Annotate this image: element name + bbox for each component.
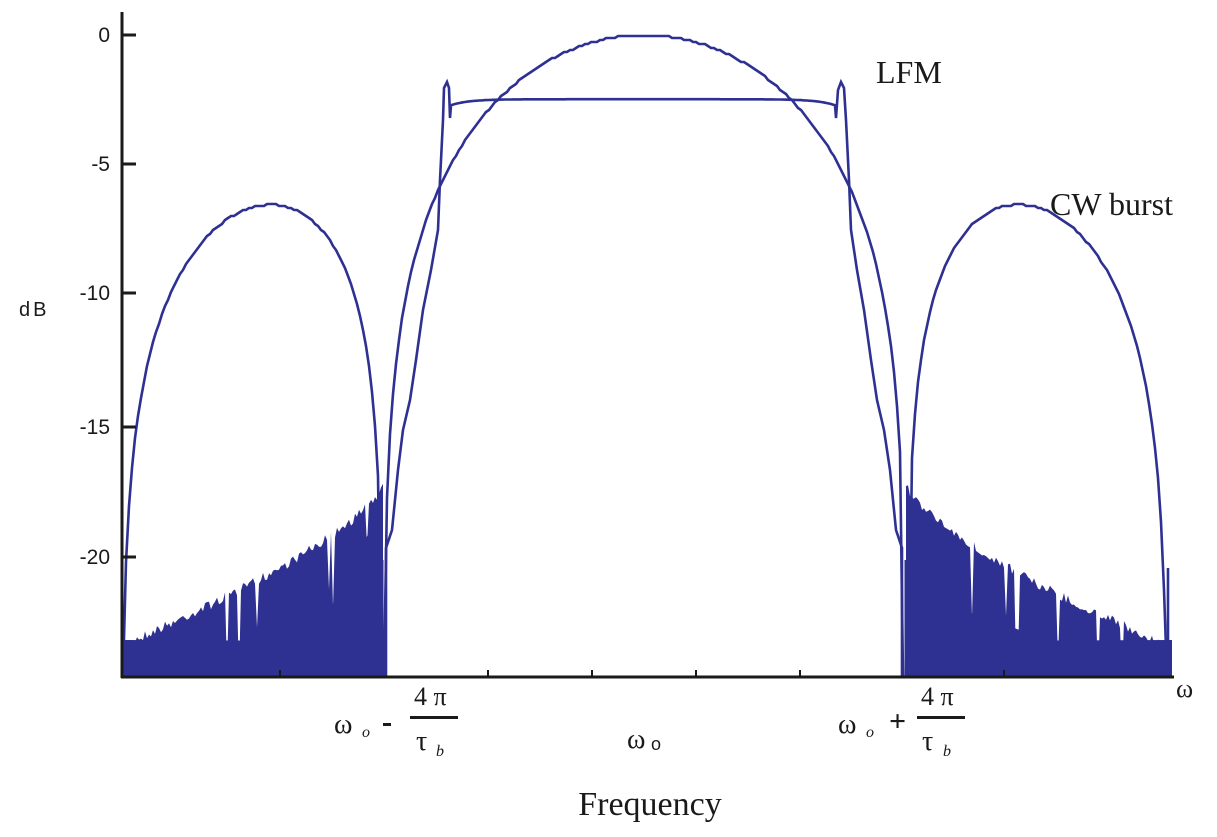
subscript-o: o xyxy=(866,724,874,741)
subscript-b: b xyxy=(943,743,951,760)
lfm-right-noise-fill xyxy=(906,504,1172,677)
lfm-left-noise-fill xyxy=(123,504,383,677)
lfm-edge-spike xyxy=(378,560,910,677)
fraction-numerator: 4 π xyxy=(414,682,447,711)
fraction-bar xyxy=(917,716,965,719)
omega-symbol: ω xyxy=(627,724,645,755)
omega-symbol: ω xyxy=(334,709,352,740)
plus-sign: + xyxy=(889,705,906,738)
y-ticks xyxy=(122,33,136,559)
x-axis-label: Frequency xyxy=(578,786,722,823)
lfm-curve xyxy=(384,78,904,677)
subscript-o: o xyxy=(362,724,370,741)
cw-burst-curve xyxy=(121,34,1170,679)
y-tick-label-neg5: -5 xyxy=(91,153,110,176)
y-tick-label-0: 0 xyxy=(98,24,110,47)
subscript-o: o xyxy=(651,734,661,754)
x-ticks xyxy=(279,670,1005,677)
x-tick-label-left: ω o 4 π τ b xyxy=(334,682,458,760)
y-tick-label-neg20: -20 xyxy=(80,546,110,569)
y-tick-label-neg10: -10 xyxy=(80,282,110,305)
x-tick-label-right: ω o + 4 π τ b xyxy=(838,682,965,760)
minus-sign xyxy=(383,723,391,726)
fraction-numerator: 4 π xyxy=(921,682,954,711)
y-tick-label-neg15: -15 xyxy=(80,416,110,439)
plot-area xyxy=(120,34,1172,679)
omega-symbol: ω xyxy=(838,709,856,740)
y-axis-label: dB xyxy=(19,299,49,321)
lfm-annotation: LFM xyxy=(876,54,942,90)
fraction-denominator-tau: τ xyxy=(922,726,933,757)
fraction-denominator-tau: τ xyxy=(416,726,427,757)
x-tick-label-center: ω o xyxy=(627,724,661,755)
x-axis-omega-label: ω xyxy=(1176,674,1193,703)
cw-burst-annotation: CW burst xyxy=(1050,186,1173,222)
subscript-b: b xyxy=(436,743,444,760)
fraction-bar xyxy=(410,716,458,719)
